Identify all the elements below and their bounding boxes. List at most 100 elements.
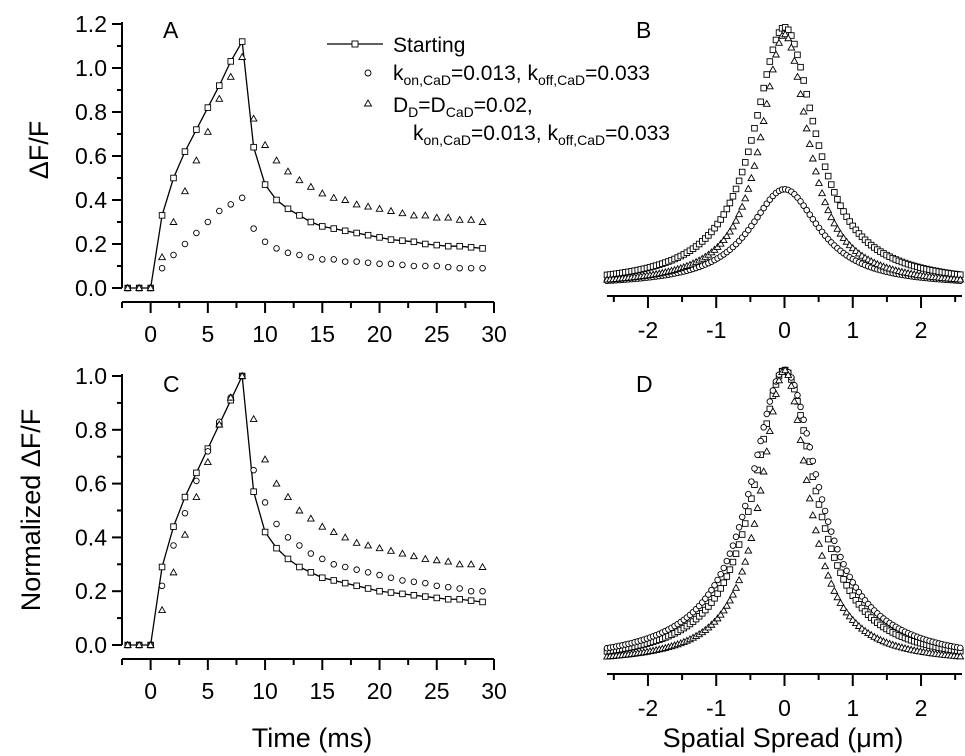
panel-d-point-square xyxy=(831,554,838,561)
panel-c-point-square xyxy=(479,598,486,606)
panel-c-point-triangle xyxy=(444,557,453,565)
panel-a-point-circle xyxy=(387,260,395,268)
panel-a-point-square xyxy=(307,218,315,226)
panel-b-point-triangle xyxy=(845,240,854,249)
panel-c-y-tick-label: 0.6 xyxy=(75,471,107,497)
panel-d-point-triangle xyxy=(830,586,839,594)
panel-a-point-square xyxy=(181,148,189,155)
panel-d-point-triangle xyxy=(774,376,784,384)
panel-d-x-tick-label: -2 xyxy=(638,695,658,721)
panel-c-y-tick-label: 0.2 xyxy=(75,578,107,604)
panel-d-point-circle xyxy=(745,490,752,498)
panel-b-point-triangle xyxy=(814,178,824,186)
panel-d-point-square xyxy=(843,582,850,589)
panel-b-point-triangle xyxy=(956,275,965,283)
panel-a-point-triangle xyxy=(215,94,224,102)
panel-b-x-tick-label: 2 xyxy=(915,317,928,343)
panel-a-point-triangle xyxy=(375,204,384,212)
panel-a-letter: A xyxy=(163,17,179,43)
panel-d-point-triangle xyxy=(811,526,820,534)
panel-d-point-square xyxy=(828,545,835,553)
panel-c-point-square xyxy=(296,563,303,571)
panel-d-point-triangle xyxy=(716,610,725,618)
panel-b-point-circle xyxy=(751,218,758,225)
panel-b-x-tick-label: -1 xyxy=(706,317,726,343)
panel-b-point-square xyxy=(840,208,847,215)
panel-b-x-tick-label: 1 xyxy=(846,317,859,343)
panel-b-point-triangle xyxy=(839,233,848,241)
panel-b-point-triangle xyxy=(799,107,808,115)
panel-c-point-circle xyxy=(387,574,395,582)
legend-circle-mid: =0.013, k xyxy=(451,62,538,85)
panel-d-point-triangle xyxy=(817,551,827,559)
panel-a-point-triangle xyxy=(341,195,350,203)
panel-c-point-square xyxy=(364,585,372,592)
panel-b-point-square xyxy=(769,46,777,54)
panel-d-point-triangle xyxy=(750,519,759,527)
panel-a-point-square xyxy=(341,227,349,235)
panel-a-point-triangle xyxy=(157,252,167,261)
panel-a-point-circle xyxy=(250,225,257,232)
panel-c-point-triangle xyxy=(203,457,212,466)
panel-c-point-square xyxy=(158,563,166,571)
panel-c-point-circle xyxy=(479,587,486,595)
panel-d-point-circle xyxy=(824,518,832,525)
panel-d-point-triangle xyxy=(821,562,830,570)
panel-a-point-circle xyxy=(273,245,280,252)
panel-d-point-circle xyxy=(760,424,767,431)
panel-d-point-square xyxy=(837,569,844,577)
panel-b-point-triangle xyxy=(821,197,830,206)
panel-a-point-square xyxy=(284,205,292,213)
panel-d-point-circle xyxy=(806,443,814,451)
panel-b-point-triangle xyxy=(747,173,756,181)
panel-c-point-circle xyxy=(319,555,326,563)
panel-c-point-square xyxy=(353,582,360,590)
panel-a-point-triangle xyxy=(318,189,327,197)
panel-b-point-triangle xyxy=(722,231,731,240)
panel-c-point-square xyxy=(387,589,395,596)
panel-c-point-triangle xyxy=(432,556,441,564)
panel-a-point-square xyxy=(479,245,486,252)
panel-a-point-circle xyxy=(341,258,349,265)
panel-c-point-triangle xyxy=(180,530,190,538)
panel-d-point-circle xyxy=(818,496,826,503)
legend-tri2-end: =0.033 xyxy=(605,122,670,145)
panel-c-letter: C xyxy=(163,371,180,397)
panel-a-y-tick-label: 0.8 xyxy=(75,99,107,125)
panel-c-point-triangle xyxy=(386,546,396,554)
panel-d-point-triangle xyxy=(765,426,774,434)
panel-c-point-circle xyxy=(204,448,212,455)
panel-d-point-circle xyxy=(821,507,829,515)
legend-circle-sub2: off,CaD xyxy=(538,72,585,88)
panel-d-point-triangle xyxy=(796,435,805,444)
panel-a-point-triangle xyxy=(478,217,487,225)
panel-a-point-triangle xyxy=(283,167,293,175)
panel-d-point-square xyxy=(729,558,737,566)
panel-b-point-triangle xyxy=(744,184,753,192)
panel-c-point-circle xyxy=(364,569,372,576)
panel-c-x-tick-label: 10 xyxy=(252,678,278,704)
panel-b-point-triangle xyxy=(811,167,820,175)
panel-d-point-circle xyxy=(840,560,847,568)
panel-c-point-triangle xyxy=(318,522,327,530)
panel-b-point-square xyxy=(763,71,771,78)
panel-b-point-triangle xyxy=(781,29,790,38)
panel-b-point-circle xyxy=(800,202,807,209)
panel-c-point-square xyxy=(307,569,315,576)
panel-a-point-circle xyxy=(399,261,406,269)
panel-d-point-triangle xyxy=(824,571,833,579)
panel-a-point-triangle xyxy=(226,72,235,80)
panel-c-y-tick-label: 0.0 xyxy=(75,632,107,658)
panel-d-x-tick-label: -1 xyxy=(706,695,726,721)
panel-c-point-circle xyxy=(341,563,349,571)
panel-c-point-triangle xyxy=(261,455,270,463)
panel-d-point-circle xyxy=(742,502,749,510)
panel-a-x-tick-label: 10 xyxy=(252,321,278,347)
panel-d-point-triangle xyxy=(833,593,842,601)
panel-c-point-circle xyxy=(422,579,429,587)
panel-b-point-circle xyxy=(812,220,820,227)
panel-c-point-triangle xyxy=(123,640,132,648)
panel-a-point-square xyxy=(456,242,463,250)
panel-b-point-square xyxy=(824,172,832,180)
